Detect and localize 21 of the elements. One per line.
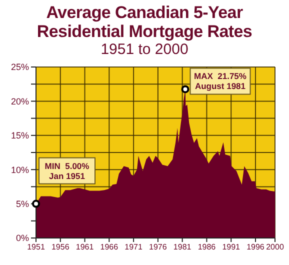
chart-title: Average Canadian 5-Year Residential Mortgage Rates: [36, 3, 254, 41]
y-tick-label: 20%: [10, 96, 29, 106]
x-tick-label: 1996: [246, 242, 265, 252]
x-tick-label: 1991: [222, 242, 241, 252]
y-tick-label: 25%: [10, 62, 29, 72]
x-tick-label: 1976: [149, 242, 168, 252]
y-tick-label: 0%: [16, 233, 29, 244]
x-tick-label: 1981: [173, 242, 192, 252]
annotation: MIN 5.00% Jan 1951: [44, 160, 90, 181]
x-tick-label: 1961: [76, 242, 94, 252]
annotation: MAX 21.75% August 1981: [194, 71, 247, 92]
x-tick-label: 1971: [124, 242, 143, 252]
chart-subtitle: 1951 to 2000: [100, 41, 190, 58]
y-tick-label: 15%: [10, 130, 29, 141]
y-tick-label: 5%: [16, 198, 29, 209]
x-tick-label: 1951: [27, 242, 46, 252]
x-tick-label: 1956: [51, 242, 70, 252]
x-tick-label: 1986: [198, 242, 216, 252]
x-tick-label: 1966: [100, 242, 119, 252]
x-tick-label: 2000: [266, 242, 284, 252]
y-tick-label: 10%: [10, 164, 29, 175]
